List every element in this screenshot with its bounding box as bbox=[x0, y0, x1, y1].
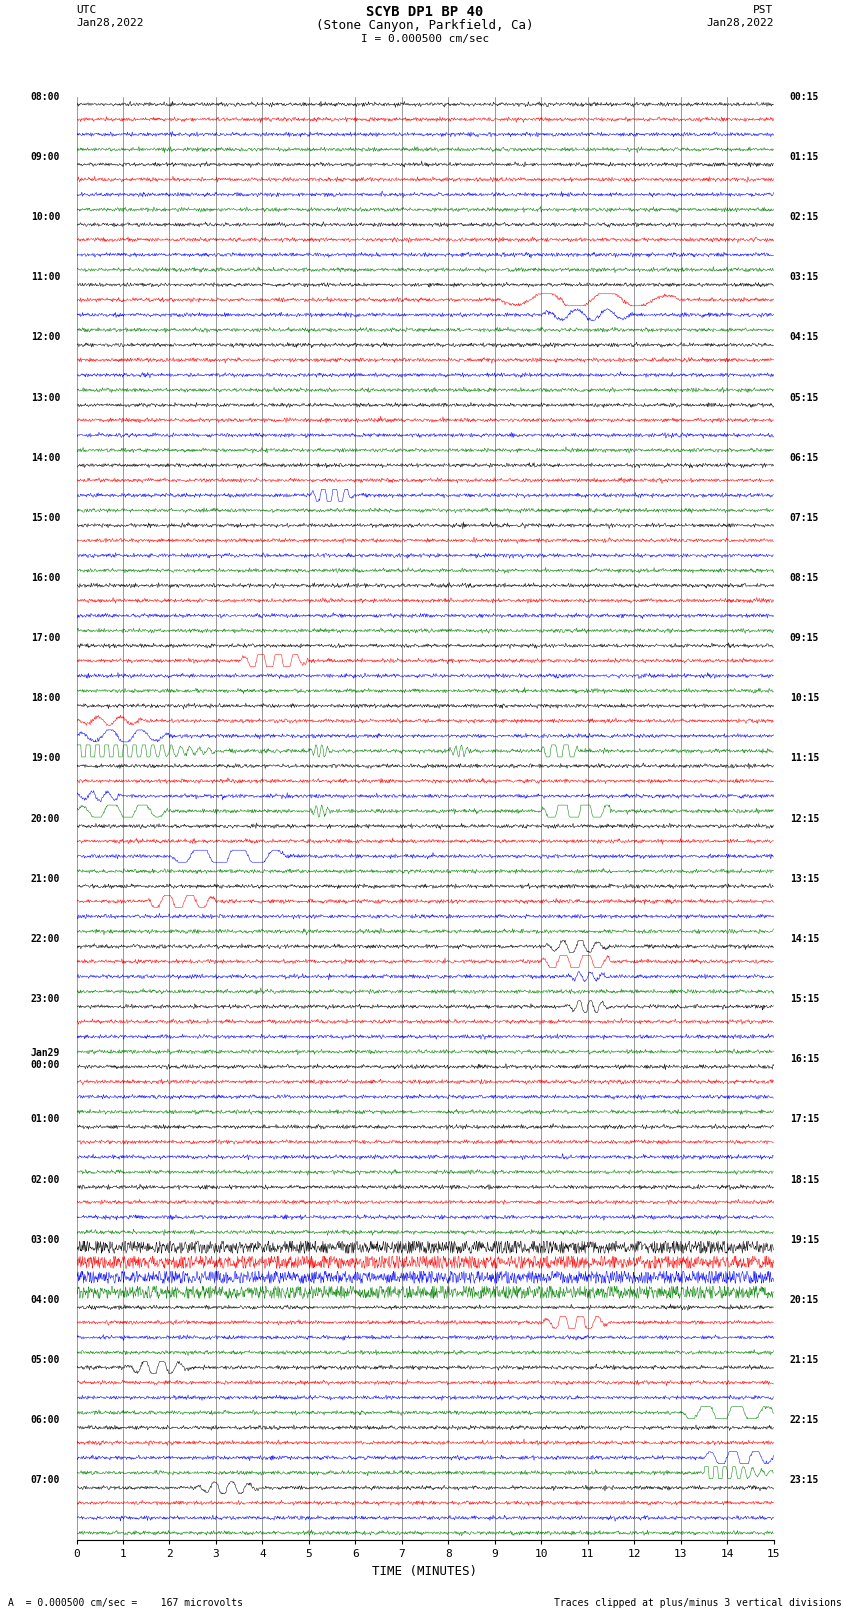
Text: 22:00: 22:00 bbox=[31, 934, 60, 944]
Text: 07:00: 07:00 bbox=[31, 1476, 60, 1486]
Text: 06:15: 06:15 bbox=[790, 453, 819, 463]
Text: PST: PST bbox=[753, 5, 774, 15]
Text: 03:15: 03:15 bbox=[790, 273, 819, 282]
Text: 23:15: 23:15 bbox=[790, 1476, 819, 1486]
X-axis label: TIME (MINUTES): TIME (MINUTES) bbox=[372, 1565, 478, 1578]
Text: 21:15: 21:15 bbox=[790, 1355, 819, 1365]
Text: 13:15: 13:15 bbox=[790, 874, 819, 884]
Text: Traces clipped at plus/minus 3 vertical divisions: Traces clipped at plus/minus 3 vertical … bbox=[553, 1598, 842, 1608]
Text: A  = 0.000500 cm/sec =    167 microvolts: A = 0.000500 cm/sec = 167 microvolts bbox=[8, 1598, 243, 1608]
Text: 19:00: 19:00 bbox=[31, 753, 60, 763]
Text: Jan29
00:00: Jan29 00:00 bbox=[31, 1048, 60, 1069]
Text: 11:15: 11:15 bbox=[790, 753, 819, 763]
Text: Jan28,2022: Jan28,2022 bbox=[76, 18, 144, 27]
Text: UTC: UTC bbox=[76, 5, 97, 15]
Text: 06:00: 06:00 bbox=[31, 1415, 60, 1426]
Text: 21:00: 21:00 bbox=[31, 874, 60, 884]
Text: Jan28,2022: Jan28,2022 bbox=[706, 18, 774, 27]
Text: 20:15: 20:15 bbox=[790, 1295, 819, 1305]
Text: 10:15: 10:15 bbox=[790, 694, 819, 703]
Text: 17:15: 17:15 bbox=[790, 1115, 819, 1124]
Text: 13:00: 13:00 bbox=[31, 392, 60, 403]
Text: 00:15: 00:15 bbox=[790, 92, 819, 102]
Text: 05:00: 05:00 bbox=[31, 1355, 60, 1365]
Text: 14:15: 14:15 bbox=[790, 934, 819, 944]
Text: 01:00: 01:00 bbox=[31, 1115, 60, 1124]
Text: 15:15: 15:15 bbox=[790, 994, 819, 1003]
Text: 03:00: 03:00 bbox=[31, 1234, 60, 1245]
Text: 20:00: 20:00 bbox=[31, 813, 60, 824]
Text: 15:00: 15:00 bbox=[31, 513, 60, 523]
Text: 10:00: 10:00 bbox=[31, 211, 60, 223]
Text: 12:00: 12:00 bbox=[31, 332, 60, 342]
Text: SCYB DP1 BP 40: SCYB DP1 BP 40 bbox=[366, 5, 484, 19]
Text: 11:00: 11:00 bbox=[31, 273, 60, 282]
Text: 01:15: 01:15 bbox=[790, 152, 819, 161]
Text: 23:00: 23:00 bbox=[31, 994, 60, 1003]
Text: 08:00: 08:00 bbox=[31, 92, 60, 102]
Text: 09:15: 09:15 bbox=[790, 634, 819, 644]
Text: 12:15: 12:15 bbox=[790, 813, 819, 824]
Text: 04:15: 04:15 bbox=[790, 332, 819, 342]
Text: 08:15: 08:15 bbox=[790, 573, 819, 582]
Text: 04:00: 04:00 bbox=[31, 1295, 60, 1305]
Text: I = 0.000500 cm/sec: I = 0.000500 cm/sec bbox=[361, 34, 489, 44]
Text: 14:00: 14:00 bbox=[31, 453, 60, 463]
Text: 09:00: 09:00 bbox=[31, 152, 60, 161]
Text: 17:00: 17:00 bbox=[31, 634, 60, 644]
Text: 02:15: 02:15 bbox=[790, 211, 819, 223]
Text: 18:00: 18:00 bbox=[31, 694, 60, 703]
Text: 07:15: 07:15 bbox=[790, 513, 819, 523]
Text: 18:15: 18:15 bbox=[790, 1174, 819, 1184]
Text: 16:15: 16:15 bbox=[790, 1055, 819, 1065]
Text: (Stone Canyon, Parkfield, Ca): (Stone Canyon, Parkfield, Ca) bbox=[316, 19, 534, 32]
Text: 19:15: 19:15 bbox=[790, 1234, 819, 1245]
Text: 22:15: 22:15 bbox=[790, 1415, 819, 1426]
Text: 16:00: 16:00 bbox=[31, 573, 60, 582]
Text: 02:00: 02:00 bbox=[31, 1174, 60, 1184]
Text: 05:15: 05:15 bbox=[790, 392, 819, 403]
